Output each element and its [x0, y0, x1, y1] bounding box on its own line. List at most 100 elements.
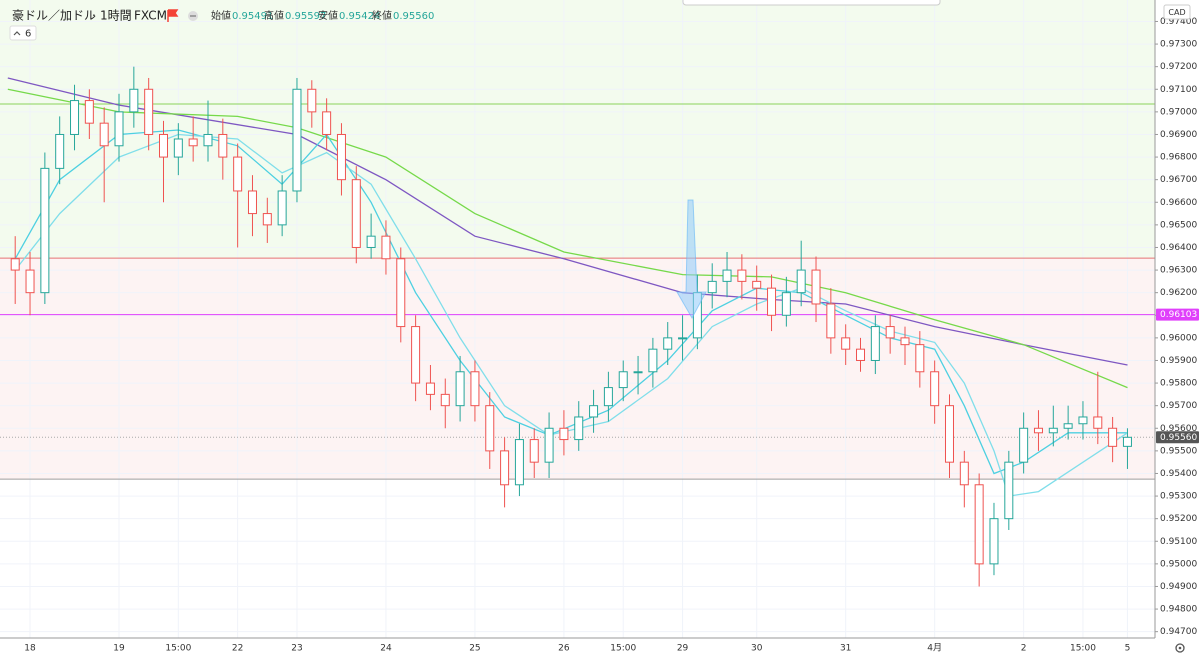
- candle-body: [767, 287, 777, 316]
- candle-body: [233, 156, 243, 192]
- candle-body: [307, 88, 317, 113]
- interval[interactable]: 1時間: [100, 9, 132, 23]
- candle-body: [1078, 416, 1088, 425]
- x-tick-label: 19: [113, 644, 125, 654]
- zone: [0, 258, 1155, 480]
- candle-body: [811, 269, 821, 305]
- candle-body: [1063, 423, 1073, 429]
- y-tick-label: 0.95800: [1160, 379, 1197, 389]
- candle-body: [396, 258, 406, 328]
- x-tick-label: 18: [24, 644, 36, 654]
- y-tick-label: 0.97400: [1160, 17, 1197, 27]
- moving-average: [7, 88, 1128, 389]
- candle-body: [203, 133, 213, 147]
- x-tick-label: 23: [291, 644, 302, 654]
- source: FXCM: [134, 9, 167, 23]
- candle-body: [188, 138, 198, 147]
- price-axis-labels: 0.94700 0.94800 0.94900 0.95000 0.95100 0.952…: [1155, 17, 1199, 637]
- candle-body: [159, 133, 168, 158]
- candle-body: [55, 133, 65, 169]
- candle-body: [351, 179, 361, 248]
- candle-body: [959, 461, 969, 486]
- y-tick-label: 0.96300: [1160, 266, 1197, 276]
- flag-icon[interactable]: [167, 9, 179, 22]
- candle-body: [915, 344, 925, 373]
- x-tick-label: 29: [677, 644, 689, 654]
- candle-body: [1108, 427, 1118, 447]
- candle-body: [1122, 436, 1132, 447]
- candle-body: [277, 190, 287, 226]
- candle-body: [796, 269, 806, 294]
- candle-body: [40, 167, 50, 294]
- ohlc-name: 終値: [372, 9, 392, 22]
- separator: ·: [92, 9, 96, 23]
- ohlc-name: 安値: [318, 9, 338, 22]
- y-tick-label: 0.94800: [1160, 605, 1197, 615]
- y-tick-label: 0.97200: [1160, 62, 1197, 72]
- candle-body: [989, 518, 999, 565]
- candle-body: [84, 100, 94, 124]
- candle-body: [114, 111, 124, 147]
- y-tick-label: 0.95400: [1160, 469, 1197, 479]
- y-tick-label: 0.96200: [1160, 288, 1197, 298]
- x-tick-label: 26: [558, 644, 570, 654]
- candle-body: [663, 337, 673, 350]
- indicator-toggle[interactable]: [9, 25, 37, 41]
- level-label-box: [1156, 308, 1199, 321]
- y-tick-label: 0.97000: [1160, 107, 1197, 117]
- candle-body: [514, 439, 524, 486]
- candle-body: [648, 348, 658, 373]
- chevron: [13, 31, 21, 36]
- y-tick-label: 0.95600: [1160, 424, 1197, 434]
- candle-body: [1048, 427, 1058, 434]
- candle-body: [485, 405, 495, 452]
- x-tick-label: 15:00: [610, 644, 636, 654]
- candle-body: [841, 337, 851, 350]
- candle-body: [544, 427, 554, 463]
- arrow-annotation[interactable]: [676, 199, 707, 320]
- time-axis-labels: 18 19 15:00 22 23 24 25 26 15:00 29 30 31 4月 2 15:00 5: [24, 643, 1130, 654]
- y-tick-label: 0.95700: [1160, 401, 1197, 411]
- ohlc-name: 高値: [264, 9, 284, 22]
- candle-body: [129, 88, 139, 113]
- y-tick-label: 0.96000: [1160, 333, 1197, 343]
- candle-body: [781, 292, 791, 316]
- candle-body: [173, 138, 183, 158]
- candle-body: [722, 269, 732, 282]
- candle-body: [737, 269, 747, 282]
- candle-body: [336, 133, 346, 181]
- settings-icon[interactable]: [1175, 643, 1185, 653]
- candle-body: [70, 100, 80, 135]
- candle-body: [292, 88, 302, 192]
- candle-body: [218, 133, 228, 158]
- candle-body: [885, 326, 895, 339]
- popup-edge: [682, 0, 941, 6]
- y-tick-label: 0.96900: [1160, 130, 1197, 140]
- y-tick-label: 0.97100: [1160, 85, 1197, 95]
- last-price-label: 0.95560: [1160, 433, 1197, 443]
- background: [0, 0, 1155, 480]
- candle-body: [247, 190, 257, 215]
- x-tick-label: 15:00: [1070, 644, 1096, 654]
- ohlc-value: 0.95560: [393, 11, 434, 22]
- candle-body: [944, 405, 954, 463]
- ohlc-value: 0.95424: [339, 11, 380, 22]
- candle-body: [529, 439, 539, 463]
- y-tick-label: 0.95000: [1160, 559, 1197, 569]
- candle-body: [974, 484, 984, 565]
- candle-body: [1019, 427, 1029, 463]
- candle-body: [900, 337, 910, 346]
- y-tick-label: 0.96700: [1160, 175, 1197, 185]
- ohlc-name: 始値: [211, 9, 231, 22]
- x-tick-label: 5: [1125, 644, 1131, 654]
- candle-body: [366, 235, 376, 248]
- symbol[interactable]: 豪ドル／加ドル: [12, 8, 96, 23]
- candle-body: [1004, 461, 1014, 520]
- moving-average: [14, 133, 1128, 497]
- x-tick-label: 2: [1021, 644, 1027, 654]
- candle-body: [603, 387, 613, 407]
- currency-box: [1163, 4, 1191, 20]
- candle-body: [1033, 427, 1043, 434]
